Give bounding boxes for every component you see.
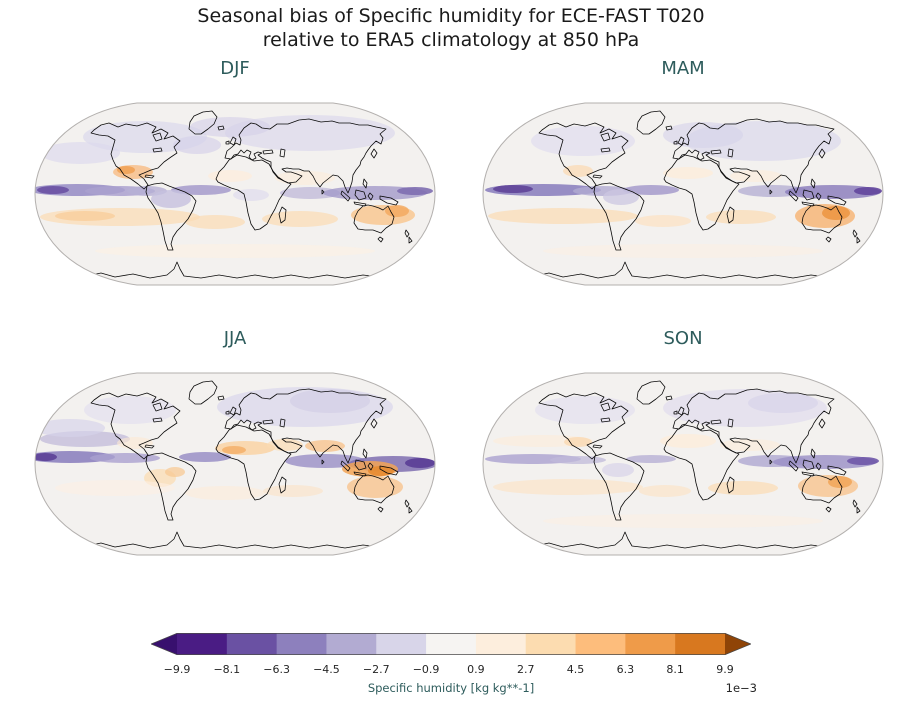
colorbar-tick-label: 8.1 bbox=[666, 662, 684, 676]
coastlines bbox=[72, 110, 413, 279]
coastlines bbox=[520, 110, 861, 279]
figure-title: Seasonal bias of Specific humidity for E… bbox=[0, 0, 902, 53]
colorbar-tick-label: −2.7 bbox=[362, 662, 390, 676]
colorbar-tick-label: −8.1 bbox=[213, 662, 241, 676]
colorbar-segment bbox=[326, 632, 377, 655]
colorbar-ticks: −9.9 −8.1 −6.3 −4.5 −2.7 −0.9 0.9 2.7 4.5 6.3 8.1 9… bbox=[151, 663, 751, 678]
colorbar-segment bbox=[625, 632, 676, 655]
colorbar-segment bbox=[675, 632, 726, 655]
map-holder-son bbox=[473, 353, 893, 575]
bias-shading bbox=[485, 388, 879, 528]
colorbar-tick-label: −9.9 bbox=[163, 662, 191, 676]
map-son bbox=[482, 372, 884, 556]
map-djf bbox=[34, 102, 436, 286]
colorbar-label: Specific humidity [kg kg**-1] bbox=[367, 680, 535, 695]
colorbar-segment bbox=[376, 632, 427, 655]
map-boundary bbox=[34, 372, 436, 556]
bias-shading bbox=[35, 386, 435, 500]
colorbar-label-row: Specific humidity [kg kg**-1] 1e−3 bbox=[151, 680, 757, 695]
map-jja bbox=[34, 372, 436, 556]
panel-title-jja: JJA bbox=[223, 328, 247, 350]
figure-title-line1: Seasonal bias of Specific humidity for E… bbox=[197, 5, 705, 27]
coastlines bbox=[72, 380, 413, 549]
colorbar-under-arrow bbox=[151, 632, 177, 655]
colorbar-bar bbox=[150, 632, 752, 659]
panel-title-djf: DJF bbox=[220, 58, 250, 80]
map-holder-jja bbox=[25, 353, 445, 575]
colorbar-segment bbox=[525, 632, 577, 655]
colorbar-segment bbox=[426, 632, 477, 655]
map-boundary bbox=[34, 102, 436, 286]
colorbar-multiplier: 1e−3 bbox=[725, 680, 757, 695]
colorbar-tick-label: 6.3 bbox=[616, 662, 635, 676]
colorbar-tick-label: −6.3 bbox=[263, 662, 290, 676]
colorbar: −9.9 −8.1 −6.3 −4.5 −2.7 −0.9 0.9 2.7 4.5 6.3 8.1 9… bbox=[0, 632, 902, 695]
panels-grid: DJF MAM JJA SON bbox=[0, 55, 902, 575]
panel-title-son: SON bbox=[663, 328, 703, 350]
coastlines bbox=[520, 380, 861, 549]
colorbar-segment bbox=[177, 632, 228, 655]
panel-son: SON bbox=[471, 325, 895, 575]
bias-shading bbox=[485, 120, 882, 258]
colorbar-tick-label: −0.9 bbox=[412, 662, 440, 676]
panel-title-mam: MAM bbox=[661, 58, 705, 80]
colorbar-segment bbox=[276, 632, 327, 655]
map-mam bbox=[482, 102, 884, 286]
colorbar-tick-label: 0.9 bbox=[467, 662, 485, 676]
map-holder-mam bbox=[473, 83, 893, 305]
panel-jja: JJA bbox=[23, 325, 447, 575]
colorbar-svg bbox=[150, 632, 752, 655]
colorbar-segment bbox=[575, 632, 626, 655]
colorbar-tick-label: 2.7 bbox=[516, 662, 535, 676]
map-boundary bbox=[482, 372, 884, 556]
colorbar-tick-label: 4.5 bbox=[566, 662, 585, 676]
colorbar-over-arrow bbox=[725, 632, 751, 655]
panel-mam: MAM bbox=[471, 55, 895, 305]
bias-shading bbox=[35, 114, 433, 258]
figure-title-line2: relative to ERA5 climatology at 850 hPa bbox=[262, 29, 640, 52]
colorbar-tick-label: −4.5 bbox=[313, 662, 340, 676]
panel-djf: DJF bbox=[23, 55, 447, 305]
colorbar-segment bbox=[226, 632, 278, 655]
map-holder-djf bbox=[25, 83, 445, 305]
map-boundary bbox=[482, 102, 884, 286]
colorbar-tick-label: 9.9 bbox=[716, 662, 734, 676]
colorbar-segment bbox=[475, 632, 527, 655]
